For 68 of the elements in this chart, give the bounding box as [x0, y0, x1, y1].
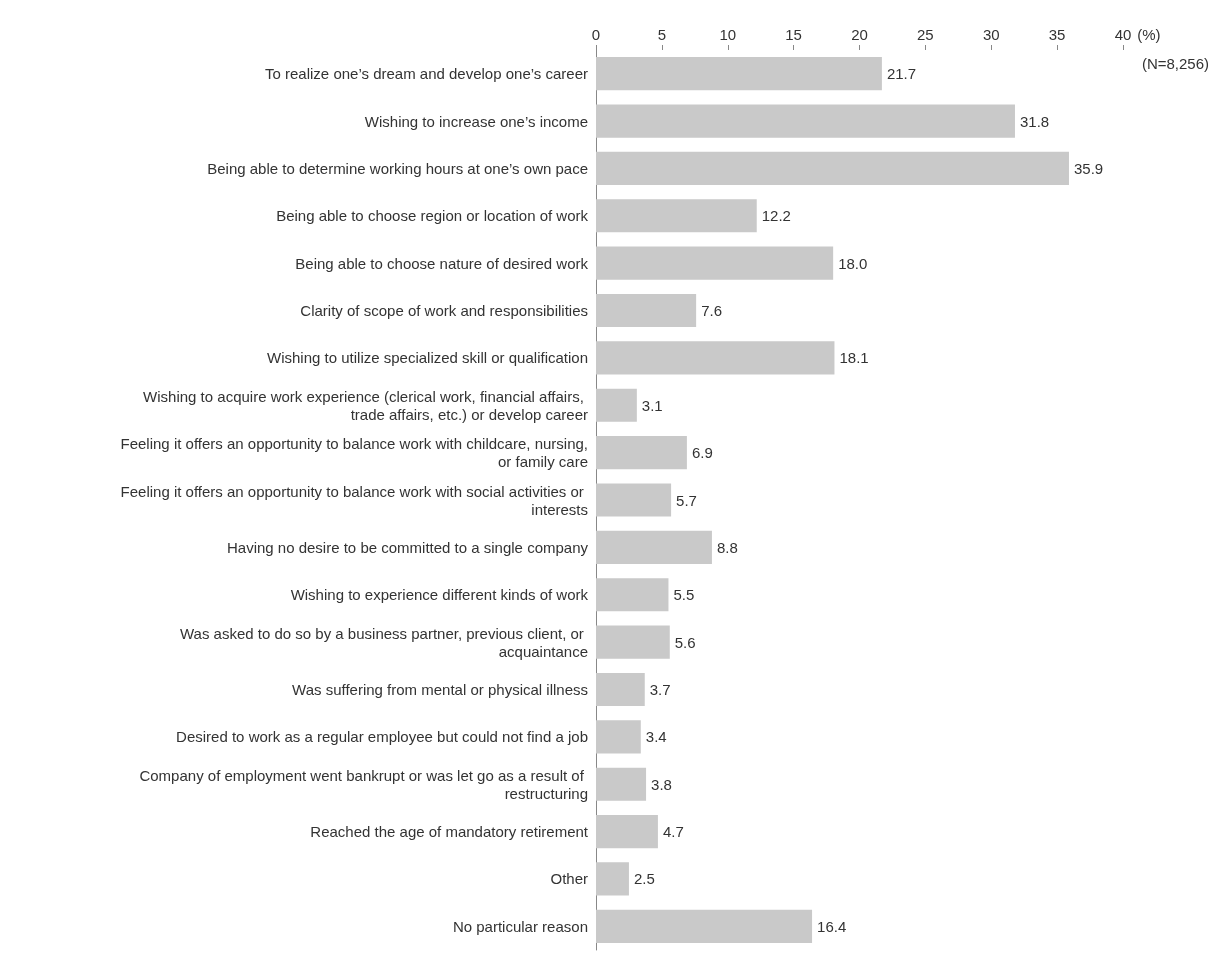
x-tick-label: 10 [719, 26, 737, 43]
data-label: 7.6 [701, 302, 722, 320]
y-tick-label: Wishing to utilize specialized skill or qualification [267, 349, 588, 367]
bar [596, 293, 697, 328]
bar [596, 483, 672, 517]
data-label: 3.7 [649, 680, 671, 698]
text: (N=8,256) [1141, 55, 1210, 72]
bar [596, 57, 882, 91]
data-label: 16.4 [817, 917, 847, 935]
y-tick-label: Feeling it offers an opportunity to balance work with childcare, nursing, or family care [120, 435, 588, 471]
data-label: 18.0 [838, 254, 868, 272]
x-tick-label: 15 [785, 26, 802, 43]
y-tick-label: Clarity of scope of work and responsibilities [300, 302, 588, 320]
y-tick-label: Being able to choose nature of desired work [295, 254, 589, 272]
bar [596, 815, 658, 849]
y-tick-label: Wishing to acquire work experience (clerical work, financial affairs, trade affairs, etc.) or develop career [143, 387, 588, 423]
data-label: 3.4 [645, 728, 667, 746]
bar [596, 578, 669, 612]
bar [596, 199, 757, 233]
data-label: 18.1 [839, 349, 869, 367]
bar [596, 909, 813, 943]
x-tick-label: 0 [591, 26, 601, 43]
data-label: 31.8 [1019, 112, 1050, 130]
data-label: 4.7 [662, 823, 684, 841]
bar [596, 530, 712, 564]
data-label: 3.1 [641, 396, 663, 414]
x-tick-label: 20 [851, 26, 868, 43]
data-label: 5.6 [674, 633, 696, 651]
y-tick-label: To realize one’s dream and develop one’s career [265, 65, 588, 83]
bar [596, 388, 637, 422]
y-tick-label: Company of employment went bankrupt or was let go as a result of restructuring [139, 766, 588, 802]
bar [596, 104, 1015, 138]
bar [596, 625, 670, 659]
bar [596, 436, 687, 470]
x-axis-title: (%) [1137, 26, 1161, 43]
bar [596, 672, 645, 707]
x-tick-label: 30 [982, 26, 1000, 43]
data-label: 21.7 [886, 65, 917, 83]
x-tick-label: 40 [1114, 26, 1132, 43]
data-label: 5.5 [673, 586, 695, 604]
y-tick-label: Wishing to experience different kinds of work [290, 586, 589, 604]
data-label: 8.8 [716, 538, 738, 556]
data-label: 3.8 [651, 775, 672, 793]
bar [596, 151, 1069, 185]
y-tick-label: Having no desire to be committed to a single company [226, 538, 589, 556]
y-tick-label: Other [550, 870, 588, 888]
bar [596, 862, 629, 896]
bar [596, 767, 647, 801]
y-tick-label: Being able to choose region or location of work [276, 207, 589, 225]
y-tick-label: Feeling it offers an opportunity to balance work with social activities or interests [120, 482, 588, 518]
y-tick-label: Desired to work as a regular employee but could not find a job [176, 728, 588, 746]
bar [596, 720, 641, 754]
x-tick-label: 5 [657, 26, 667, 43]
data-label: 12.2 [761, 207, 791, 225]
bar [596, 341, 835, 375]
x-tick-label: 35 [1048, 26, 1066, 43]
y-tick-label: Wishing to increase one’s income [364, 112, 588, 130]
y-tick-label: Reached the age of mandatory retirement [310, 823, 589, 841]
x-tick-label: 25 [917, 26, 934, 43]
data-label: 35.9 [1073, 159, 1104, 177]
data-label: 2.5 [633, 870, 655, 888]
y-tick-label: Was suffering from mental or physical illness [292, 680, 588, 698]
y-tick-label: Was asked to do so by a business partner, previous client, or acquaintance [180, 624, 588, 660]
data-label: 6.9 [691, 444, 713, 462]
y-tick-label: Being able to determine working hours at one’s own pace [207, 159, 588, 177]
data-label: 5.7 [676, 491, 697, 509]
y-tick-label: No particular reason [452, 917, 588, 935]
bar [596, 246, 834, 280]
